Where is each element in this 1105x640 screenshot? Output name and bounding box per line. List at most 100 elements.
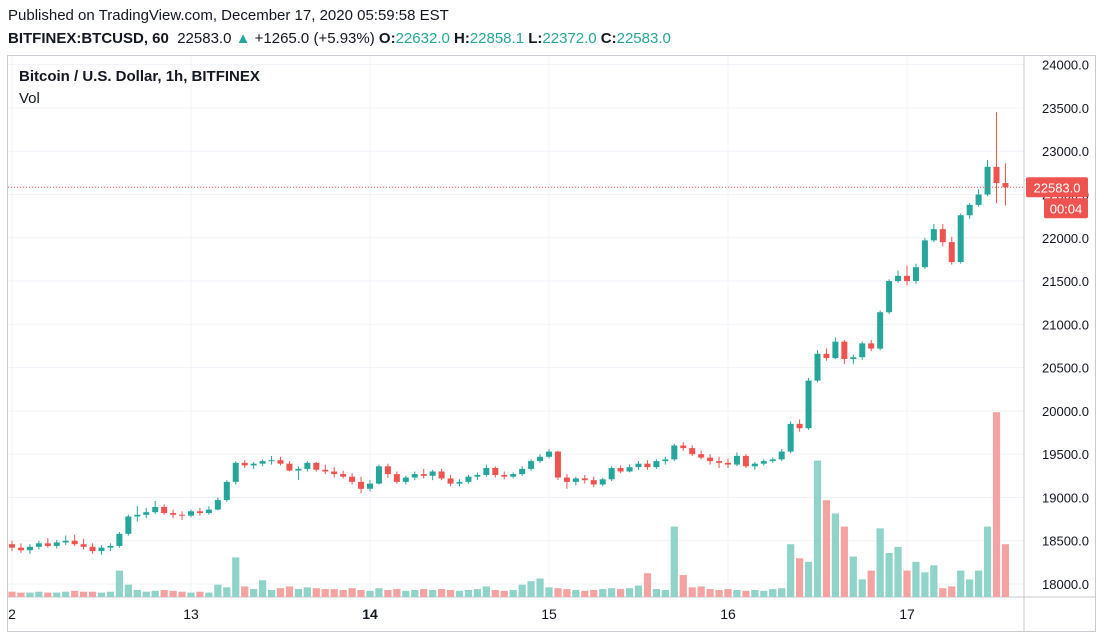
- candle-body: [295, 468, 302, 471]
- candle-body: [205, 509, 212, 514]
- candle-body: [948, 242, 955, 263]
- volume-bar: [661, 589, 669, 597]
- volume-bar: [921, 572, 929, 597]
- volume-bar: [509, 589, 517, 597]
- candle-body: [223, 481, 230, 501]
- candle-body: [429, 471, 436, 476]
- volume-bar: [742, 590, 750, 597]
- volume-bar: [223, 587, 231, 597]
- volume-bar: [975, 570, 983, 597]
- volume-bar: [590, 589, 598, 597]
- candle-body: [35, 543, 42, 547]
- volume-bar: [957, 570, 965, 597]
- candle-body: [89, 546, 96, 552]
- candle-body: [975, 194, 982, 205]
- candle-body: [707, 457, 714, 462]
- candle-body: [331, 471, 338, 475]
- candle-body: [375, 466, 382, 484]
- volume-bar: [26, 592, 34, 597]
- candle-body: [877, 312, 884, 349]
- volume-bar: [643, 573, 652, 597]
- published-note: Published on TradingView.com, December 1…: [8, 7, 449, 24]
- volume-bar: [1001, 544, 1010, 597]
- volume-bar: [778, 588, 786, 597]
- candle-body: [474, 474, 481, 477]
- candle-body: [939, 229, 946, 243]
- candle-body: [599, 479, 606, 485]
- candle-body: [796, 423, 803, 429]
- candle-body: [787, 423, 794, 452]
- volume-bar: [196, 591, 204, 597]
- volume-bar: [473, 589, 481, 597]
- candle-body: [501, 474, 508, 477]
- candle-body: [322, 469, 329, 472]
- volume-bar: [634, 585, 643, 597]
- candle-body: [17, 547, 24, 551]
- volume-bar: [527, 581, 535, 597]
- candle-body: [850, 357, 857, 359]
- candle-body: [492, 468, 499, 475]
- candle-body: [340, 474, 347, 477]
- volume-bar: [44, 592, 52, 597]
- candle-body: [268, 460, 275, 462]
- volume-bar: [375, 588, 383, 597]
- volume-bar: [62, 591, 70, 597]
- candle-body: [859, 343, 866, 358]
- x-tick-label: 2: [8, 606, 16, 622]
- volume-bar: [205, 592, 213, 597]
- volume-bar: [930, 565, 938, 597]
- candle-body: [823, 353, 830, 359]
- candle-body: [313, 462, 320, 470]
- volume-bar: [482, 586, 490, 597]
- volume-bar: [608, 588, 616, 597]
- candle-body: [581, 478, 588, 481]
- candle-body: [367, 483, 373, 489]
- candle-body: [698, 454, 705, 458]
- candle-body: [868, 343, 875, 349]
- volume-bar: [617, 589, 625, 597]
- high-label: H:: [453, 30, 470, 47]
- candle-body: [152, 506, 159, 513]
- volume-bar: [411, 589, 419, 597]
- candle-body: [778, 451, 785, 460]
- open-value: 22632.0: [395, 30, 450, 47]
- volume-bar: [992, 412, 1001, 597]
- close-value: 22583.0: [616, 30, 671, 47]
- volume-bar: [948, 586, 956, 597]
- countdown-value: 00:04: [1050, 201, 1083, 216]
- volume-bar: [831, 513, 839, 597]
- volume-bar: [446, 589, 455, 597]
- candle-body: [733, 455, 740, 465]
- candle-body: [358, 481, 365, 489]
- candle-body: [420, 474, 427, 476]
- candle-body: [125, 516, 132, 534]
- volume-bar: [876, 528, 884, 597]
- candle-body: [402, 477, 409, 482]
- volume-bar: [706, 589, 714, 597]
- volume-bar: [894, 546, 902, 597]
- volume-bar: [187, 592, 195, 597]
- close-label: C:: [600, 30, 617, 47]
- price-change: +1265.0 (+5.93%): [254, 30, 375, 47]
- volume-bar: [357, 589, 365, 597]
- candle-body: [277, 460, 284, 464]
- y-tick-label: 19500.0: [1042, 447, 1089, 462]
- y-tick-label: 23500.0: [1042, 101, 1089, 116]
- candle-body: [143, 512, 150, 515]
- candle-body: [214, 500, 221, 510]
- volume-bar: [733, 589, 741, 597]
- candle-body: [832, 341, 839, 359]
- x-tick-label: 13: [183, 606, 199, 622]
- candle-body: [304, 462, 311, 469]
- volume-bar: [652, 589, 660, 597]
- candle-body: [241, 462, 248, 466]
- candle-body: [349, 476, 356, 482]
- candle-body: [742, 455, 749, 467]
- volume-bar: [751, 589, 759, 597]
- open-label: O:: [378, 30, 396, 47]
- y-tick-label: 23000.0: [1042, 144, 1089, 159]
- volume-bar: [384, 589, 392, 597]
- candle-body: [814, 353, 821, 381]
- price-tag-box: [1026, 177, 1088, 198]
